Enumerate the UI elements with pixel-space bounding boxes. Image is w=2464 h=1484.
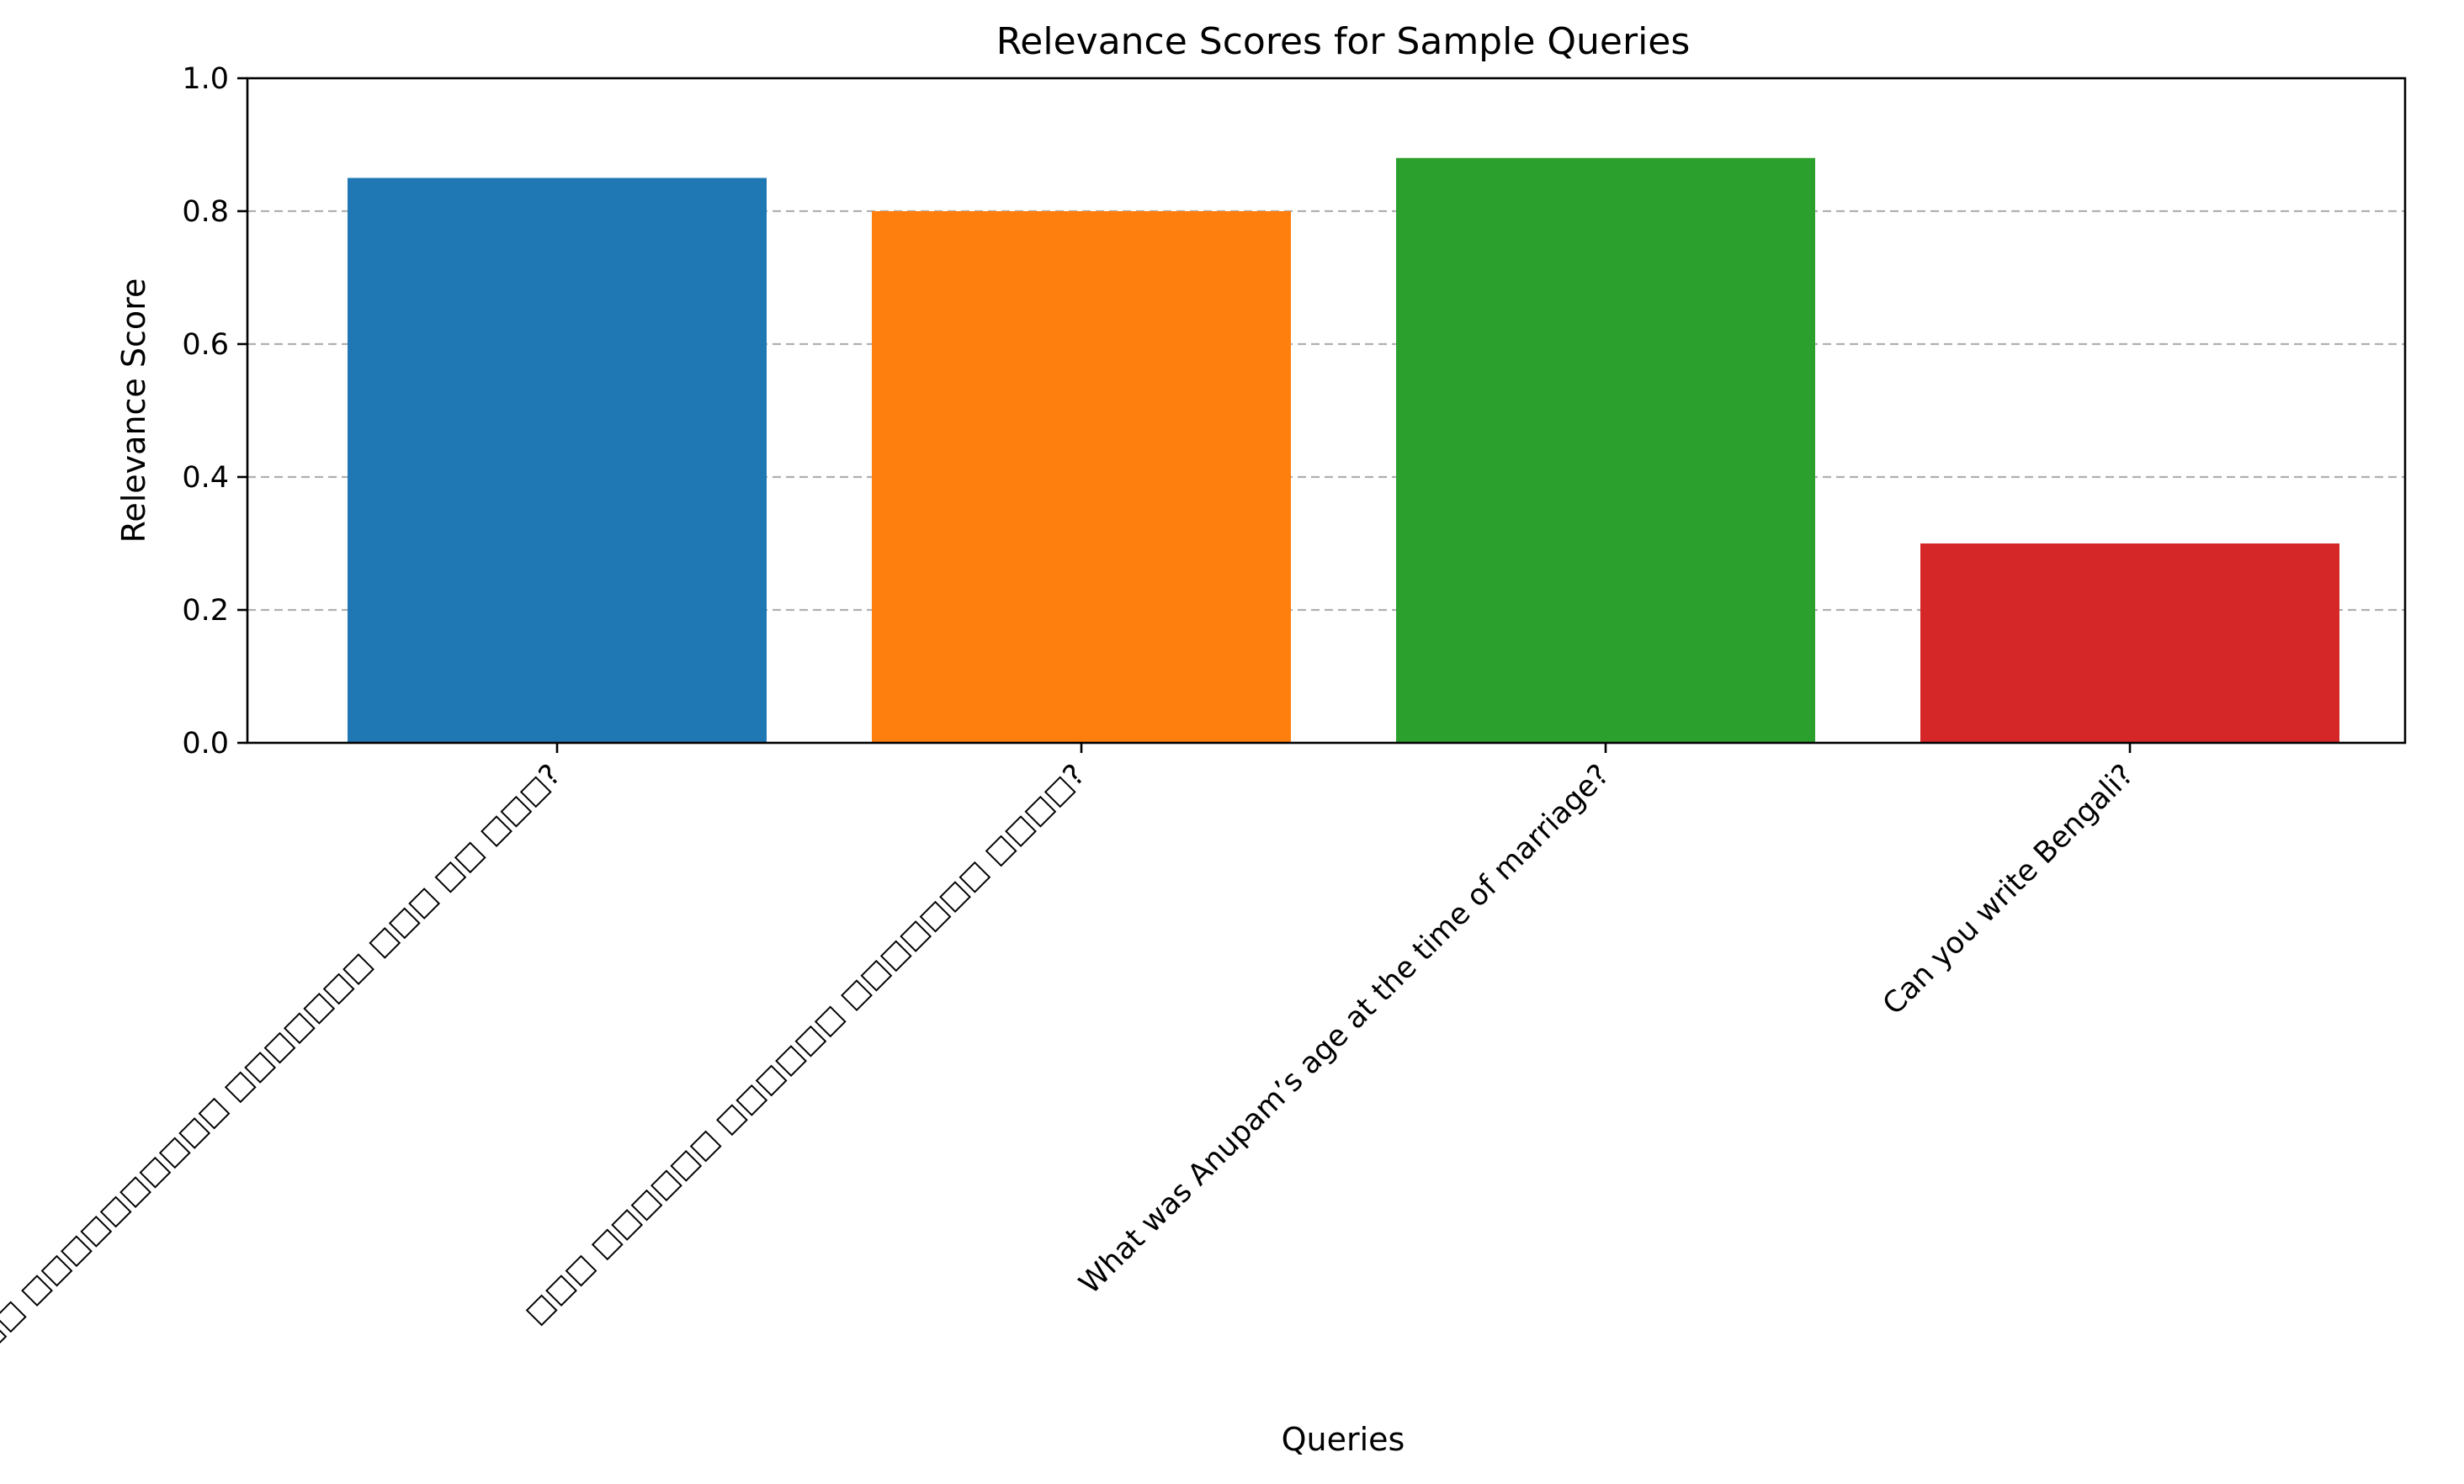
x-tick-label: Can you write Bengali? — [1877, 758, 2140, 1021]
y-tick-label: 0.0 — [182, 727, 229, 761]
y-axis-ticks: 0.0 0.2 0.4 0.6 0.8 1.0 — [182, 62, 247, 761]
bar-3 — [1396, 157, 1815, 744]
x-tick-label: What was Anupam’s age at the time of mar… — [1073, 758, 1616, 1301]
y-axis-label: Relevance Score — [115, 278, 152, 543]
plot-frame — [246, 77, 2407, 745]
chart-title: Relevance Scores for Sample Queries — [996, 20, 1691, 63]
y-tick-label: 1.0 — [182, 62, 229, 96]
x-axis-ticks: □□□□□□ □□□□ □□□□□□□□□□ □□□□□□□ □□□ □□ □□… — [0, 743, 2140, 1484]
bar-2 — [872, 211, 1291, 743]
y-tick-label: 0.2 — [182, 594, 229, 628]
x-tick-label: □□□ □□□□□□ □□□□□□ □□□□□□□ □□□□? — [519, 758, 1092, 1331]
x-axis-label: Queries — [1282, 1421, 1405, 1458]
y-tick-label: 0.8 — [182, 195, 229, 229]
x-tick-label: □□□□□□ □□□□ □□□□□□□□□□ □□□□□□□ □□□ □□ □□… — [0, 758, 567, 1484]
bars — [348, 157, 2339, 744]
y-tick-label: 0.6 — [182, 328, 229, 362]
y-tick-label: 0.4 — [182, 461, 229, 495]
bar-4 — [1920, 543, 2339, 743]
bar-1 — [348, 178, 767, 743]
